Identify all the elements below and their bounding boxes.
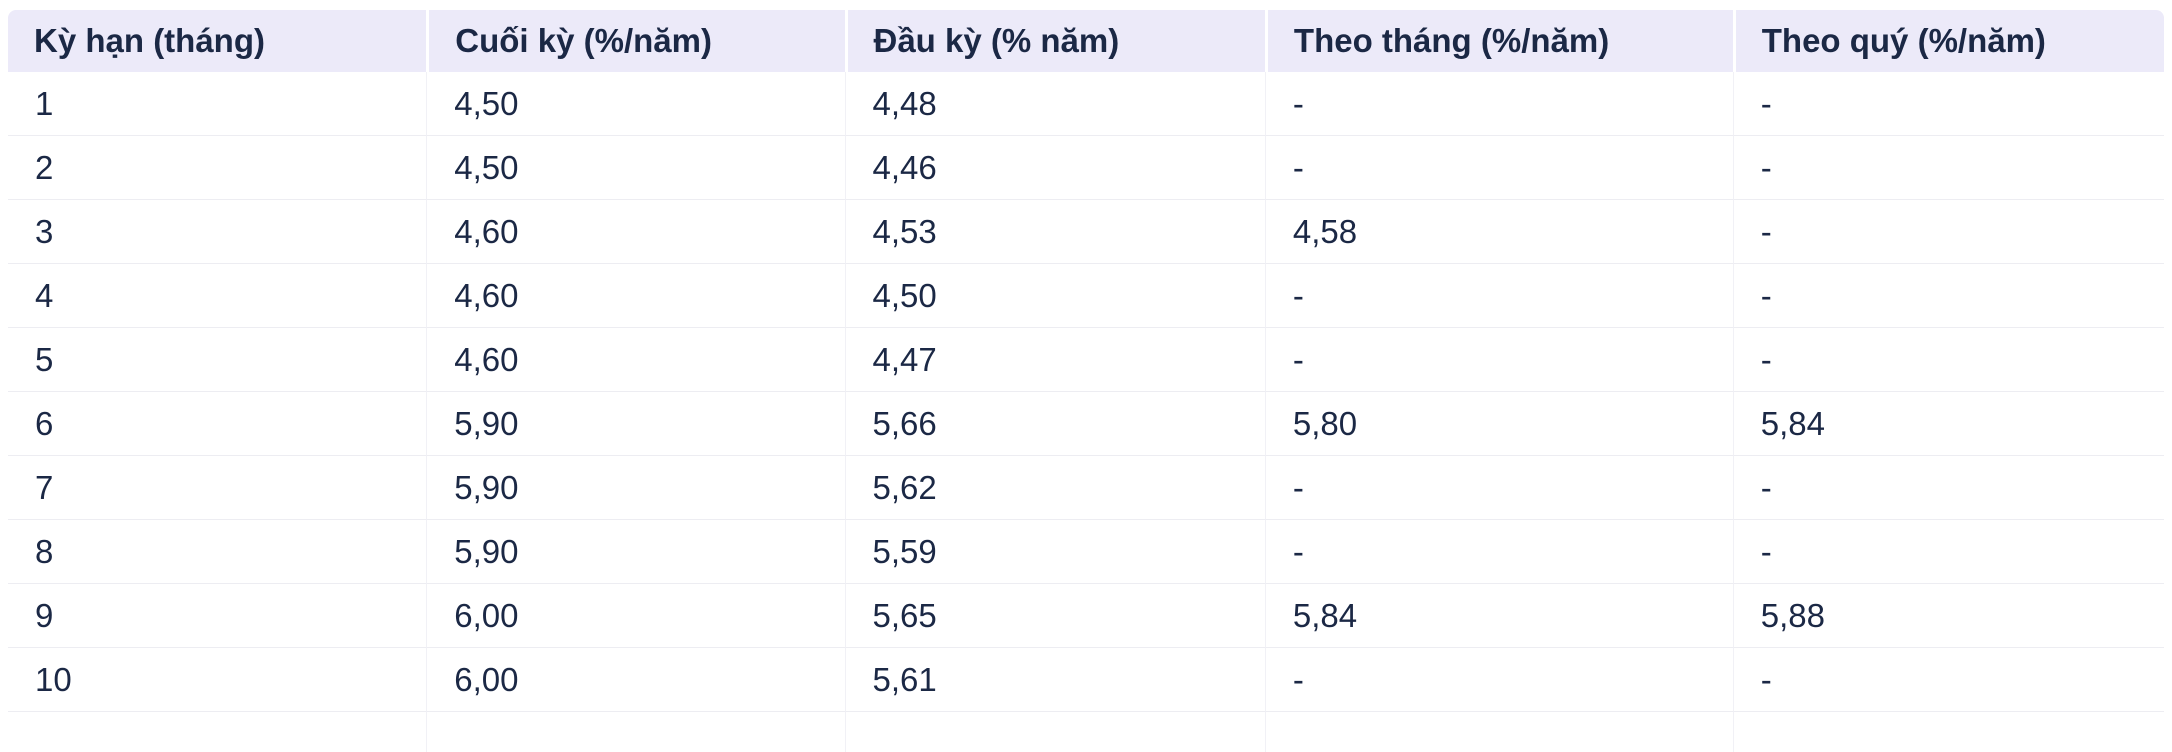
table-row: 8 5,90 5,59- - [8, 520, 2164, 584]
cell-quarterly: - [1732, 328, 2164, 392]
cell-quarterly: - [1732, 136, 2164, 200]
cell-term-months: 1 [8, 72, 427, 136]
cell-term-months: 3 [8, 200, 427, 264]
cell-term-months: 5 [8, 328, 427, 392]
cell-start-of-period: 4,53 [844, 200, 1265, 264]
table-row: 6 5,90 5,66 5,80 5,84 [8, 392, 2164, 456]
interest-rates-table-container: Kỳ hạn (tháng) Cuối kỳ (%/năm) Đầu kỳ (%… [8, 10, 2164, 752]
cell-term-months: 4 [8, 264, 427, 328]
cell-end-of-period: 5,90 [426, 456, 845, 520]
cell-end-of-period: 4,60 [426, 200, 845, 264]
table-row-partial [8, 712, 2164, 752]
table-row: 9 6,00 5,65 5,84 5,88 [8, 584, 2164, 648]
cell-quarterly: 5,84 [1732, 392, 2164, 456]
cell-end-of-period: 4,60 [426, 328, 845, 392]
cell-quarterly-partial [1732, 712, 2164, 752]
cell-monthly: - [1264, 264, 1733, 328]
cell-start-of-period: 5,59 [844, 520, 1265, 584]
cell-monthly: - [1264, 648, 1733, 712]
cell-term-months: 9 [8, 584, 427, 648]
table-row: 1 4,50 4,48- - [8, 72, 2164, 136]
column-header-term-months: Kỳ hạn (tháng) [8, 10, 427, 72]
cell-quarterly: - [1732, 648, 2164, 712]
cell-end-of-period: 4,50 [426, 72, 845, 136]
table-row: 10 6,00 5,61- - [8, 648, 2164, 712]
cell-monthly: - [1264, 136, 1733, 200]
cell-start-of-period: 4,48 [844, 72, 1265, 136]
interest-rates-table: Kỳ hạn (tháng) Cuối kỳ (%/năm) Đầu kỳ (%… [8, 10, 2164, 752]
cell-end-of-period: 4,60 [426, 264, 845, 328]
header-row: Kỳ hạn (tháng) Cuối kỳ (%/năm) Đầu kỳ (%… [8, 10, 2164, 72]
cell-term-months: 8 [8, 520, 427, 584]
cell-quarterly: 5,88 [1732, 584, 2164, 648]
cell-monthly-partial [1264, 712, 1733, 752]
cell-term-months: 7 [8, 456, 427, 520]
cell-start-of-period: 5,61 [844, 648, 1265, 712]
cell-monthly: - [1264, 456, 1733, 520]
cell-monthly: 4,58 [1264, 200, 1733, 264]
column-header-start-of-period: Đầu kỳ (% năm) [844, 10, 1265, 72]
cell-monthly: - [1264, 72, 1733, 136]
table-row: 2 4,50 4,46- - [8, 136, 2164, 200]
table-header: Kỳ hạn (tháng) Cuối kỳ (%/năm) Đầu kỳ (%… [8, 10, 2164, 72]
table-row: 5 4,60 4,47- - [8, 328, 2164, 392]
cell-start-of-period: 5,66 [844, 392, 1265, 456]
cell-start-of-period: 5,62 [844, 456, 1265, 520]
cell-monthly: 5,84 [1264, 584, 1733, 648]
cell-quarterly: - [1732, 72, 2164, 136]
column-header-quarterly: Theo quý (%/năm) [1732, 10, 2164, 72]
cell-term-months: 2 [8, 136, 427, 200]
cell-end-of-period: 5,90 [426, 520, 845, 584]
cell-monthly: - [1264, 328, 1733, 392]
cell-end-of-period: 4,50 [426, 136, 845, 200]
cell-start-of-period: 4,50 [844, 264, 1265, 328]
cell-monthly: - [1264, 520, 1733, 584]
table-row: 4 4,60 4,50- - [8, 264, 2164, 328]
cell-end-of-period-partial [426, 712, 845, 752]
cell-quarterly: - [1732, 456, 2164, 520]
cell-end-of-period: 6,00 [426, 648, 845, 712]
cell-end-of-period: 6,00 [426, 584, 845, 648]
cell-term-months-partial [8, 712, 427, 752]
cell-quarterly: - [1732, 200, 2164, 264]
cell-monthly: 5,80 [1264, 392, 1733, 456]
table-row: 3 4,60 4,53 4,58- [8, 200, 2164, 264]
cell-start-of-period: 5,65 [844, 584, 1265, 648]
column-header-monthly: Theo tháng (%/năm) [1264, 10, 1733, 72]
table-row: 7 5,90 5,62- - [8, 456, 2164, 520]
cell-start-of-period: 4,47 [844, 328, 1265, 392]
table-body: 1 4,50 4,48- -2 4,50 4,46- -3 4,60 4,53 4,58-4 4,6… [8, 72, 2164, 752]
column-header-end-of-period: Cuối kỳ (%/năm) [426, 10, 845, 72]
cell-term-months: 6 [8, 392, 427, 456]
cell-start-of-period-partial [844, 712, 1265, 752]
cell-end-of-period: 5,90 [426, 392, 845, 456]
cell-quarterly: - [1732, 264, 2164, 328]
cell-quarterly: - [1732, 520, 2164, 584]
cell-term-months: 10 [8, 648, 427, 712]
cell-start-of-period: 4,46 [844, 136, 1265, 200]
